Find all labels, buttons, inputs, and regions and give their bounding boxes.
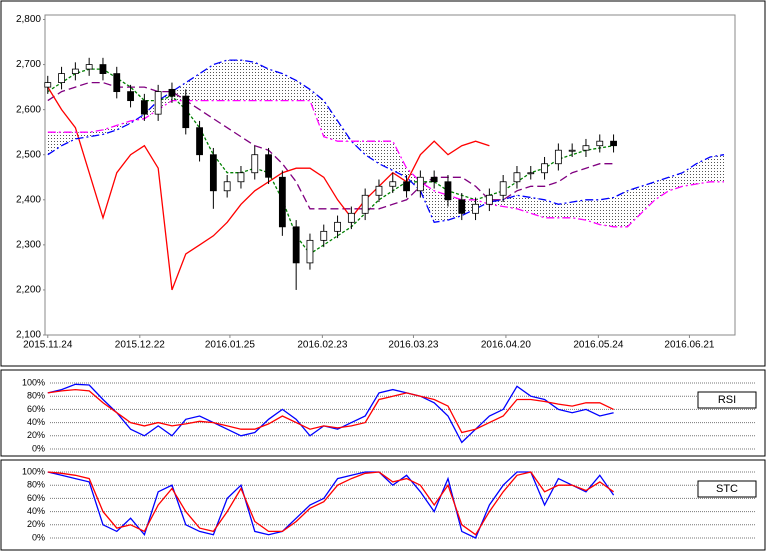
y-tick-label: 20% — [27, 519, 45, 529]
candle-body — [196, 127, 203, 156]
candle-body — [44, 82, 52, 88]
plot-frame — [44, 14, 736, 336]
candle-body — [223, 181, 231, 192]
candle-body — [485, 194, 493, 205]
y-tick-label: 100% — [22, 377, 45, 387]
candle-body — [320, 230, 328, 241]
candle-body — [513, 172, 521, 183]
y-tick-label: 2,400 — [16, 194, 41, 205]
indicator-line — [47, 388, 614, 434]
candle-body — [127, 91, 134, 102]
candle-body — [209, 154, 217, 192]
candle-body — [458, 199, 466, 214]
legend-label: STC — [716, 483, 738, 495]
candle-body — [251, 154, 259, 174]
candle-body — [99, 64, 107, 74]
indicator-line — [47, 471, 615, 539]
candle-body — [347, 212, 355, 223]
indicator-line — [47, 68, 614, 255]
y-tick-label: 2,600 — [16, 104, 41, 115]
rsi-panel — [0, 369, 766, 457]
candle-body — [237, 172, 245, 183]
y-tick-label: 20% — [27, 430, 45, 440]
cloud — [47, 60, 725, 227]
y-tick-label: 2,800 — [16, 14, 41, 25]
y-tick-label: 0% — [32, 443, 45, 453]
y-tick-label: 2,700 — [16, 59, 41, 70]
x-tick-label: 2016.04.20 — [481, 340, 531, 351]
candle-body — [568, 149, 576, 152]
candle-body — [430, 176, 438, 183]
main-panel — [0, 0, 766, 367]
y-tick-label: 80% — [27, 480, 45, 490]
y-tick-label: 2,100 — [16, 330, 41, 341]
candle-body — [58, 73, 65, 84]
candle-body — [85, 64, 93, 70]
y-tick-label: 2,300 — [16, 239, 41, 250]
x-tick-label: 2016.02.23 — [297, 340, 347, 351]
candle-body — [154, 91, 162, 115]
candle-body — [334, 221, 341, 232]
legend-label: RSI — [718, 394, 736, 406]
y-tick-label: 60% — [27, 493, 45, 503]
candle-body — [403, 181, 410, 192]
candle-body — [610, 140, 617, 147]
y-tick-label: 2,500 — [16, 149, 41, 160]
candle-body — [582, 145, 590, 151]
y-tick-label: 0% — [32, 532, 45, 542]
x-tick-label: 2016.01.25 — [205, 340, 255, 351]
candle-body — [444, 181, 452, 201]
y-tick-label: 40% — [27, 506, 45, 516]
y-tick-label: 100% — [22, 466, 45, 476]
indicator-line — [47, 471, 614, 536]
candle-body — [278, 176, 286, 228]
candle-body — [306, 239, 314, 264]
candle-body — [168, 88, 176, 97]
candle-body — [541, 163, 548, 174]
candle-body — [182, 95, 190, 129]
candle-body — [375, 185, 383, 196]
candle-body — [499, 181, 507, 196]
x-tick-label: 2015.12.22 — [115, 340, 165, 351]
candle-body — [554, 149, 562, 165]
x-tick-label: 2016.05.24 — [573, 340, 623, 351]
candle-body — [527, 172, 535, 175]
x-tick-label: 2016.06.21 — [664, 340, 714, 351]
y-tick-label: 60% — [27, 404, 45, 414]
y-tick-label: 2,200 — [16, 285, 41, 296]
candle-body — [113, 73, 121, 93]
candle-body — [596, 140, 604, 147]
candle-body — [361, 194, 369, 214]
y-tick-label: 40% — [27, 417, 45, 427]
stc-panel — [0, 459, 766, 551]
indicator-line — [47, 81, 614, 210]
candle-body — [292, 226, 300, 264]
legend-box — [697, 391, 757, 409]
x-tick-label: 2016.03.23 — [388, 340, 438, 351]
legend-box — [697, 480, 757, 498]
candle-body — [71, 68, 79, 74]
y-tick-label: 80% — [27, 391, 45, 401]
candle-body — [389, 181, 397, 187]
candle-body — [140, 100, 148, 115]
candle-body — [472, 203, 479, 214]
x-tick-label: 2015.11.24 — [23, 340, 73, 351]
candle-body — [265, 154, 272, 178]
candle-body — [416, 176, 424, 192]
